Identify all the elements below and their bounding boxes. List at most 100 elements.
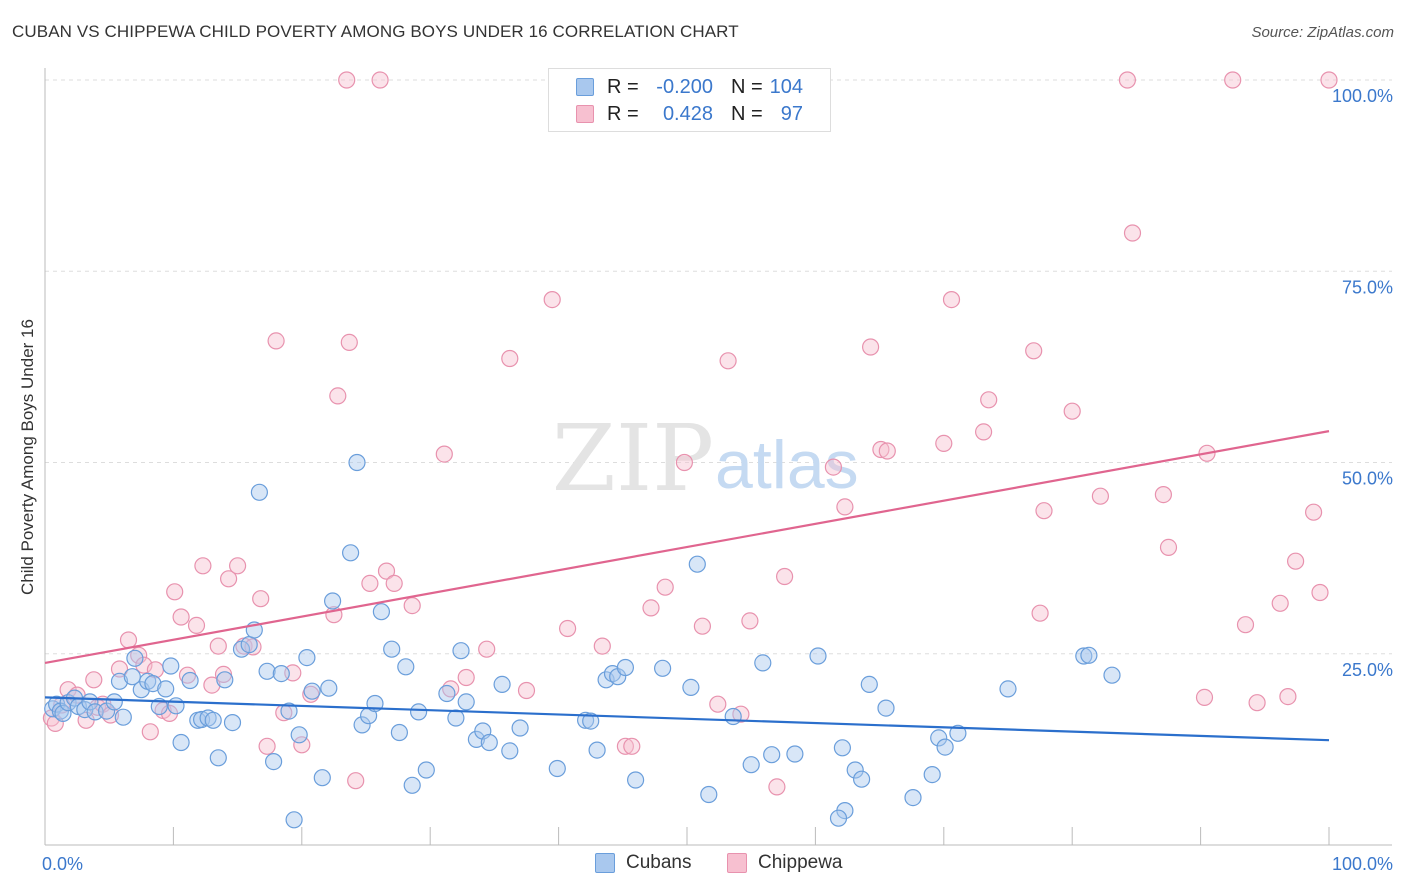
cubans-point-61 (452, 642, 470, 660)
cubans-point-67 (501, 742, 519, 760)
bottom-legend-swatch-chippewa (727, 853, 747, 873)
cubans-point-86 (786, 745, 804, 763)
chippewa-trend-line (44, 430, 1330, 665)
zipatlas-watermark: ZIP atlas (552, 405, 859, 512)
legend-r-label: R = (607, 76, 639, 98)
chippewa-point-66 (768, 778, 786, 796)
cubans-point-28 (204, 711, 222, 729)
cubans-point-57 (410, 703, 428, 721)
cubans-point-101 (1103, 666, 1121, 684)
legend-n-value: 97 (780, 103, 803, 125)
cubans-point-21 (162, 657, 180, 675)
cubans-point-99 (1075, 647, 1093, 665)
cubans-point-90 (852, 770, 871, 788)
cubans-point-88 (833, 739, 852, 757)
watermark-atlas: atlas (715, 427, 859, 503)
cubans-point-85 (763, 746, 781, 764)
cubans-point-59 (438, 684, 456, 703)
cubans-point-97 (949, 724, 967, 742)
chippewa-point-6 (85, 671, 103, 689)
cubans-point-44 (313, 769, 331, 787)
chippewa-point-19 (172, 608, 190, 626)
x-tick-label-0: 0.0% (42, 854, 83, 874)
chippewa-point-83 (1123, 224, 1142, 242)
cubans-trend-line (44, 696, 1330, 742)
chippewa-point-79 (1035, 502, 1053, 520)
chippewa-point-73 (935, 434, 953, 452)
cubans-point-15 (126, 649, 144, 667)
cubans-point-79 (682, 678, 700, 697)
y-tick-label-50: 50.0% (1342, 469, 1393, 489)
cubans-point-89 (846, 761, 864, 779)
cubans-point-45 (320, 679, 338, 697)
chippewa-point-21 (187, 616, 206, 635)
chippewa-point-81 (1091, 487, 1110, 505)
cubans-point-33 (240, 635, 258, 654)
chippewa-point-67 (775, 567, 794, 586)
y-tick-label-100: 100.0% (1332, 86, 1393, 106)
chippewa-point-95 (1311, 583, 1329, 602)
cubans-point-95 (930, 729, 948, 747)
chippewa-point-51 (501, 349, 519, 368)
chippewa-point-23 (203, 676, 221, 694)
cubans-point-20 (157, 680, 175, 698)
cubans-point-35 (250, 483, 268, 501)
cubans-point-76 (616, 658, 635, 677)
chippewa-point-10 (110, 660, 129, 678)
chippewa-point-44 (377, 562, 396, 580)
chippewa-point-24 (209, 637, 227, 655)
cubans-point-66 (493, 675, 511, 694)
chippewa-point-85 (1159, 538, 1178, 557)
chippewa-point-60 (675, 453, 694, 472)
chippewa-point-63 (719, 352, 737, 370)
cubans-point-13 (114, 708, 132, 726)
trend-lines (44, 430, 1330, 742)
chippewa-point-54 (558, 619, 577, 638)
cubans-point-54 (390, 723, 408, 742)
cubans-point-31 (223, 713, 242, 732)
cubans-point-82 (724, 707, 742, 726)
chippewa-point-49 (457, 668, 475, 687)
legend-r-label: R = (607, 103, 639, 125)
chippewa-point-70 (861, 338, 880, 356)
cubans-point-72 (588, 741, 606, 759)
chippewa-point-92 (1279, 687, 1297, 706)
chippewa-point-45 (385, 574, 403, 593)
cubans-point-37 (265, 752, 283, 771)
cubans-point-96 (936, 738, 954, 756)
chippewa-point-71 (872, 440, 890, 459)
chippewa-point-72 (878, 442, 896, 460)
chippewa-point-38 (329, 387, 347, 405)
legend-n-label: N = (731, 103, 763, 125)
cubans-point-62 (457, 693, 475, 711)
cubans-point-18 (144, 674, 162, 693)
chippewa-point-88 (1224, 71, 1242, 89)
chippewa-point-26 (220, 570, 238, 588)
chippewa-point-32 (267, 332, 285, 350)
legend-r-value: 0.428 (662, 103, 713, 125)
legend-n-value: 104 (769, 76, 803, 98)
chippewa-point-27 (229, 557, 247, 575)
chippewa-point-82 (1118, 71, 1137, 89)
cubans-point-100 (1080, 646, 1098, 664)
chippewa-point-30 (252, 590, 270, 608)
chippewa-point-50 (478, 640, 496, 658)
watermark-zip: ZIP (552, 405, 714, 512)
chippewa-point-86 (1195, 688, 1214, 707)
cubans-point-60 (447, 709, 465, 727)
chippewa-point-93 (1286, 552, 1305, 570)
cubans-point-65 (480, 733, 498, 752)
chippewa-point-57 (623, 737, 641, 755)
cubans-point-52 (372, 603, 390, 621)
chippewa-point-90 (1248, 694, 1266, 712)
chippewa-point-53 (543, 291, 561, 309)
legend-n-label: N = (731, 76, 763, 98)
chippewa-point-22 (194, 557, 212, 575)
grid-lines (45, 79, 1392, 655)
y-axis-label: Child Poverty Among Boys Under 16 (18, 319, 37, 595)
chippewa-point-76 (980, 391, 998, 409)
cubans-point-81 (700, 785, 718, 804)
cubans-point-12 (110, 672, 129, 690)
cubans-point-87 (809, 647, 827, 665)
